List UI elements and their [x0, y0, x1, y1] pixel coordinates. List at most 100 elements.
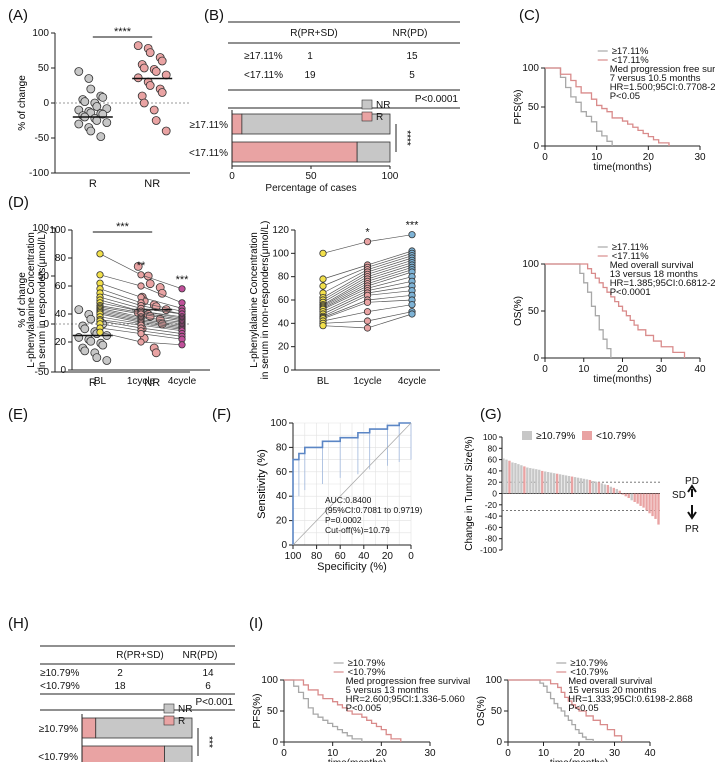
- panel-b-row-value: 19: [304, 70, 316, 81]
- panel-c-annotation: 7 versus 10.5 months: [610, 73, 701, 84]
- panel-a-NR-point: [161, 126, 171, 136]
- panel-d-os-xtick-label: 10: [578, 364, 590, 375]
- panel-d-os-annotation: HR=1.385;95CI:0.6812-2.814: [610, 278, 715, 289]
- panel-e-category-label: R: [89, 377, 97, 389]
- panel-d-right-bl-point: [319, 249, 327, 257]
- panel-i-pfs-high-curve: [284, 679, 363, 742]
- panel-f-xtick-label: 100: [285, 551, 302, 562]
- panel-c-annotation: HR=1.500;95CI:0.7708-2.919: [610, 82, 715, 93]
- panel-b-bar-label: ≥17.11%: [189, 120, 228, 131]
- panel-d-right-c1-point: [363, 308, 372, 316]
- panel-g-ytick-label: -20: [485, 500, 498, 510]
- panel-d-right-c1-point: [363, 317, 372, 325]
- panel-g-bar: [514, 462, 517, 494]
- panel-a-R-point: [102, 118, 112, 127]
- panel-g-ytick-label: 60: [488, 455, 498, 465]
- panel-g-bar: [508, 460, 511, 494]
- panel-g-pr-label: PR: [685, 524, 699, 535]
- panel-c-xtick-label: 10: [591, 152, 603, 163]
- panel-g-legend-swatch: [582, 431, 592, 440]
- panel-g-bar: [615, 488, 618, 494]
- panel-label-H: (H): [8, 615, 29, 632]
- panel-a-R-point: [92, 102, 102, 111]
- panel-g-bar: [567, 475, 571, 494]
- panel-i-pfs-ylabel: PFS(%): [252, 694, 263, 729]
- panel-i-os-high-curve: [508, 679, 594, 742]
- panel-d-right-c4-point: [408, 301, 416, 309]
- panel-e-R-point: [80, 346, 90, 356]
- panel-d-right-xtick-label: BL: [317, 376, 330, 387]
- panel-label-I: (I): [249, 615, 263, 632]
- panel-d-left-c1-point: [137, 329, 145, 338]
- panel-a-ytick-label: 100: [32, 28, 49, 39]
- panel-i-os-ylabel: OS(%): [476, 696, 487, 726]
- panel-d-right-c1-point: [363, 238, 372, 246]
- panel-a-R-point: [84, 74, 94, 83]
- panel-label-D: (D): [8, 194, 29, 211]
- panel-i-os-ytick-label: 100: [485, 675, 502, 686]
- panel-i-os-legend-label: <10.79%: [570, 667, 608, 678]
- panel-f-ytick-label: 20: [276, 516, 288, 527]
- panel-c-xlabel: time(months): [593, 162, 651, 173]
- panel-d-right-bl-point: [319, 282, 327, 290]
- panel-h-bar-NR: [164, 745, 193, 762]
- panel-g-bar: [630, 493, 633, 501]
- panel-d-left-ylabel-1: L-phenylalanine Concentration: [26, 232, 37, 368]
- panel-a-ylabel: % of change: [17, 75, 28, 131]
- panel-f-ylabel: Sensitivity (%): [256, 449, 268, 519]
- panel-a-NR-point: [139, 98, 149, 108]
- panel-a-ytick-label: -50: [35, 133, 50, 144]
- panel-d-os-xtick-label: 0: [542, 364, 548, 375]
- panel-f-ytick-label: 80: [276, 442, 288, 453]
- panel-d-right-bl-point: [319, 275, 327, 283]
- panel-d-right-c1-point: [363, 324, 372, 332]
- panel-a-R-point: [80, 97, 90, 106]
- panel-b-xtick-label: 0: [229, 171, 235, 182]
- panel-d-os-ytick-label: 50: [528, 306, 540, 317]
- panel-label-B: (B): [204, 7, 224, 24]
- panel-g-bar: [511, 462, 514, 494]
- panel-d-right-ylabel-2: in serum in non-responders(μmol/L): [260, 221, 271, 380]
- panel-i-os-xlabel: time(months): [550, 758, 608, 762]
- panel-label-G: (G): [480, 406, 502, 423]
- panel-label-C: (C): [519, 7, 540, 24]
- panel-g-bar: [547, 472, 550, 494]
- panel-a-category-label: R: [89, 178, 97, 190]
- panel-g-bar: [648, 493, 651, 514]
- panel-d-left-xtick-label: 1cycle: [127, 376, 156, 387]
- panel-label-A: (A): [8, 7, 28, 24]
- panel-d-left-c1-point: [137, 282, 145, 290]
- panel-d-right-ytick-label: 40: [278, 318, 290, 329]
- panel-d-os-annotation: 13 versus 18 months: [610, 269, 698, 280]
- panel-a-R-point: [96, 132, 106, 142]
- panel-d-left-ytick-label: 20: [55, 337, 67, 348]
- panel-a-NR-point: [149, 105, 159, 115]
- panel-e-ylabel: % of change: [17, 272, 28, 328]
- panel-g-bar: [639, 493, 642, 506]
- panel-f-xtick-label: 20: [382, 551, 394, 562]
- panel-g-ytick-label: 20: [488, 477, 498, 487]
- panel-i-pfs-annotation: HR=2.600;95CI:1.336-5.060: [346, 694, 465, 705]
- panel-d-left-bl-point: [96, 328, 104, 336]
- panel-c-xtick-label: 0: [542, 152, 548, 163]
- panel-g-bar: [555, 473, 559, 494]
- panel-d-os-low-curve: [545, 263, 686, 358]
- panel-h-row-value: 14: [202, 668, 214, 679]
- panel-i-pfs-xlabel: time(months): [328, 758, 386, 762]
- panel-i-os-annotation: HR=1.333;95CI:0.6198-2.868: [568, 694, 692, 705]
- panel-g-bar: [603, 484, 607, 494]
- panel-c-legend-label: ≥17.11%: [612, 46, 649, 57]
- panel-e-R-point: [92, 353, 102, 363]
- panel-i-os-legend-label: ≥10.79%: [570, 658, 608, 669]
- panel-e-NR-point: [151, 348, 161, 358]
- panel-g-bar: [549, 472, 553, 494]
- panel-d-right-ytick-label: 100: [272, 248, 289, 259]
- panel-a-category-label: NR: [144, 178, 160, 190]
- panel-a-ytick-label: 50: [38, 63, 50, 74]
- panel-i-os-annotation: P<0.05: [568, 703, 598, 714]
- panel-e-ytick-label: 50: [38, 271, 50, 282]
- panel-e-category-label: NR: [144, 377, 160, 389]
- panel-d-os-legend-label: ≥17.11%: [612, 242, 649, 253]
- panel-d-right-c4-point: [408, 231, 416, 239]
- panel-g-ytick-label: -100: [480, 545, 497, 555]
